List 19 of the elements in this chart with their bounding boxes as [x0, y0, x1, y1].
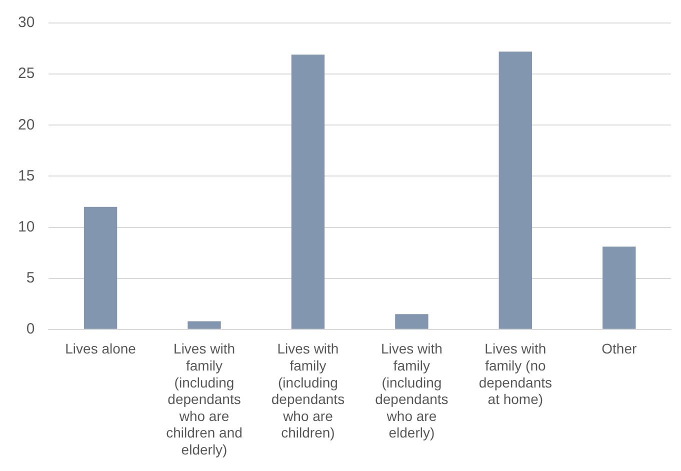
bar: [84, 206, 118, 329]
y-tick-label: 0: [26, 320, 35, 338]
bar: [498, 52, 532, 329]
x-tick-label: Lives with family (including dependants who are children): [271, 340, 345, 441]
x-tick-label: Lives with family (no dependants at home): [478, 340, 552, 408]
y-tick-label: 15: [18, 167, 35, 184]
x-tick-label: Lives with family (including dependants who are children and elderly): [166, 340, 242, 458]
y-tick-label: 10: [18, 218, 35, 236]
bar: [291, 54, 325, 329]
x-tick-label: Other: [602, 340, 637, 357]
bar: [395, 314, 428, 329]
bar: [188, 321, 221, 329]
y-tick-label: 25: [18, 65, 35, 82]
x-tick-label: Lives alone: [65, 340, 136, 357]
x-tick-label: Lives with family (including dependants who are elderly): [375, 340, 448, 441]
y-tick-label: 30: [18, 14, 35, 32]
y-tick-label: 5: [26, 269, 35, 286]
y-tick-label: 20: [18, 116, 35, 134]
bar: [602, 246, 636, 329]
